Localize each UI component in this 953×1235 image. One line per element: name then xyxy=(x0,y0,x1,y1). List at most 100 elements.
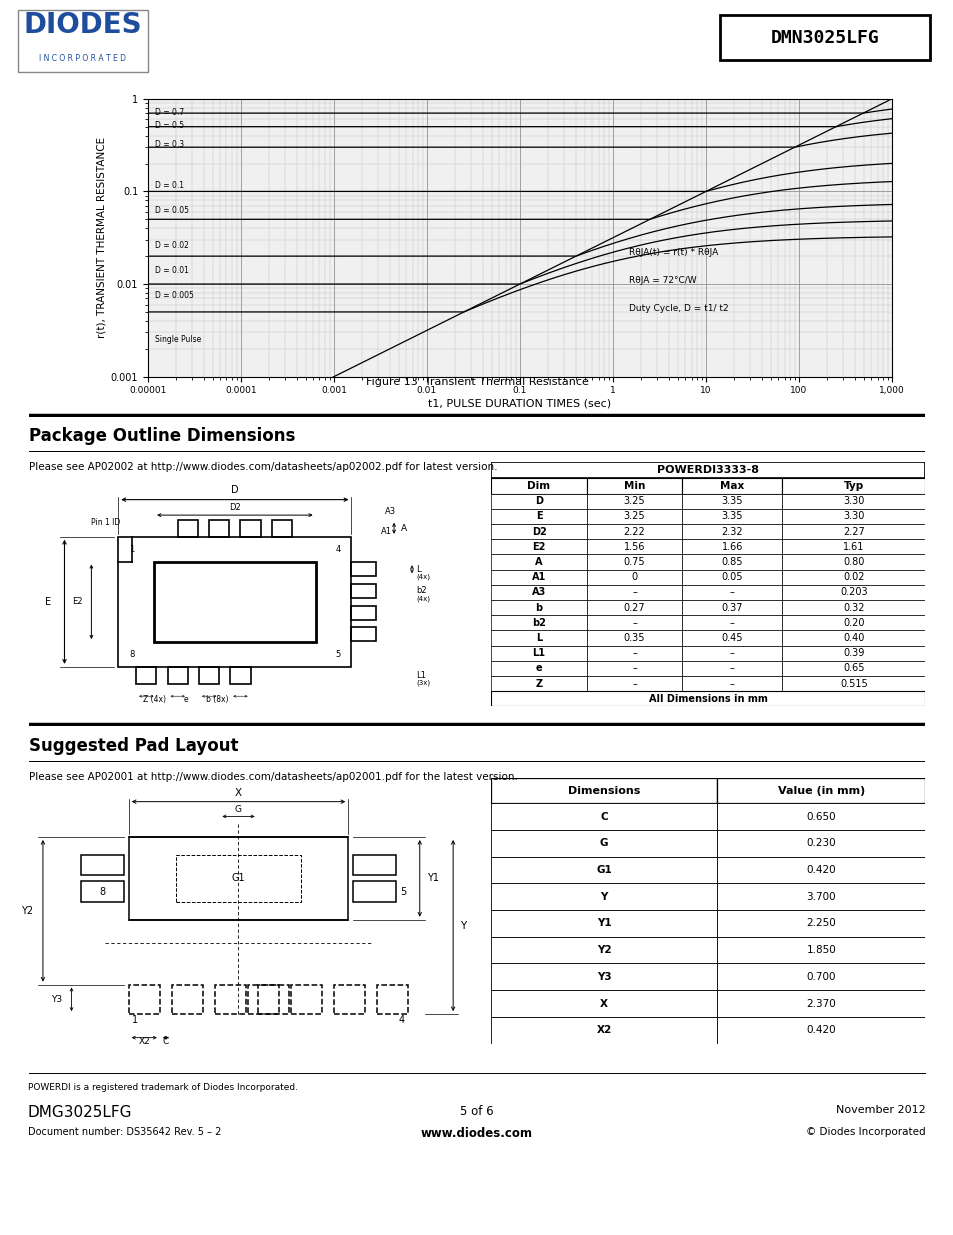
Text: E: E xyxy=(45,597,51,606)
Bar xyxy=(81,855,124,876)
Bar xyxy=(586,540,681,555)
Text: Y3: Y3 xyxy=(597,972,611,982)
Text: –: – xyxy=(632,618,637,627)
Bar xyxy=(586,494,681,509)
Bar xyxy=(717,803,924,830)
Text: A: A xyxy=(535,557,542,567)
Text: 0.75: 0.75 xyxy=(623,557,644,567)
Bar xyxy=(681,569,781,585)
Text: Please see AP02002 at http://www.diodes.com/datasheets/ap02002.pdf for latest ve: Please see AP02002 at http://www.diodes.… xyxy=(29,462,497,472)
Bar xyxy=(491,778,717,803)
Bar xyxy=(681,615,781,630)
Text: 3.30: 3.30 xyxy=(842,496,863,506)
Bar xyxy=(491,661,586,676)
Bar xyxy=(376,984,408,1014)
Bar xyxy=(681,585,781,600)
Text: Dimensions: Dimensions xyxy=(567,785,639,795)
Bar xyxy=(491,540,586,555)
Text: 3.35: 3.35 xyxy=(720,511,742,521)
Text: DMN3025LFG: DMN3025LFG xyxy=(770,30,879,47)
Text: 1: 1 xyxy=(132,1015,137,1025)
Text: D = 0.05: D = 0.05 xyxy=(155,206,189,215)
Bar xyxy=(136,667,156,684)
Bar xyxy=(586,600,681,615)
Bar xyxy=(118,537,351,667)
Bar xyxy=(129,837,348,920)
Bar xyxy=(491,883,717,910)
Text: 1.56: 1.56 xyxy=(623,542,644,552)
Text: 1.61: 1.61 xyxy=(842,542,863,552)
Text: E: E xyxy=(536,511,542,521)
Text: 2.370: 2.370 xyxy=(805,999,835,1009)
Bar xyxy=(781,630,924,646)
Text: 0.420: 0.420 xyxy=(805,1025,835,1035)
Text: G: G xyxy=(599,839,608,848)
Text: © Diodes Incorporated: © Diodes Incorporated xyxy=(805,1128,925,1137)
Text: 5: 5 xyxy=(399,887,406,897)
Text: Z (4x): Z (4x) xyxy=(143,695,166,704)
Text: POWERDI3333-8: POWERDI3333-8 xyxy=(657,464,759,474)
Bar xyxy=(586,569,681,585)
Bar xyxy=(717,883,924,910)
Bar xyxy=(717,990,924,1016)
Text: –: – xyxy=(632,663,637,673)
Text: –: – xyxy=(729,663,734,673)
Text: (4x): (4x) xyxy=(416,595,430,601)
Text: e: e xyxy=(183,695,188,704)
Bar xyxy=(586,585,681,600)
Text: e: e xyxy=(536,663,542,673)
Bar xyxy=(681,661,781,676)
Text: b: b xyxy=(535,603,542,613)
Bar xyxy=(781,509,924,524)
Text: 0.32: 0.32 xyxy=(842,603,863,613)
Bar xyxy=(491,1016,717,1044)
Text: –: – xyxy=(729,648,734,658)
Bar xyxy=(491,857,717,883)
Text: Value (in mm): Value (in mm) xyxy=(777,785,864,795)
Text: 8: 8 xyxy=(99,887,106,897)
Bar xyxy=(717,778,924,803)
Bar xyxy=(351,627,375,641)
Bar xyxy=(781,478,924,494)
Text: b (8x): b (8x) xyxy=(206,695,228,704)
Bar xyxy=(491,555,586,569)
Text: Typ: Typ xyxy=(842,480,863,490)
Bar xyxy=(154,562,315,642)
Text: 0.39: 0.39 xyxy=(842,648,863,658)
Text: 4: 4 xyxy=(335,545,340,553)
Text: A1: A1 xyxy=(380,526,391,536)
Bar xyxy=(781,524,924,540)
Text: D = 0.02: D = 0.02 xyxy=(155,241,189,251)
Bar xyxy=(781,661,924,676)
Text: (4x): (4x) xyxy=(416,573,430,580)
Text: Figure 13  Transient Thermal Resistance: Figure 13 Transient Thermal Resistance xyxy=(365,378,588,388)
Bar xyxy=(491,494,586,509)
Text: D2: D2 xyxy=(229,504,240,513)
Text: Max: Max xyxy=(720,480,743,490)
Bar xyxy=(351,605,375,620)
Bar xyxy=(586,509,681,524)
Bar xyxy=(491,830,717,857)
Bar xyxy=(491,676,586,692)
Text: Suggested Pad Layout: Suggested Pad Layout xyxy=(29,737,238,756)
Text: Duty Cycle, D = t1/ t2: Duty Cycle, D = t1/ t2 xyxy=(629,304,728,312)
Text: E2: E2 xyxy=(71,598,82,606)
Bar xyxy=(681,676,781,692)
Bar xyxy=(717,963,924,990)
Bar xyxy=(586,646,681,661)
Bar xyxy=(681,478,781,494)
Text: A3: A3 xyxy=(532,588,546,598)
Bar xyxy=(176,855,300,902)
Bar xyxy=(491,803,717,830)
Bar xyxy=(681,630,781,646)
Text: 0.650: 0.650 xyxy=(805,811,835,821)
Bar xyxy=(586,555,681,569)
Bar xyxy=(491,937,717,963)
Bar xyxy=(291,984,322,1014)
Text: 0.45: 0.45 xyxy=(720,634,742,643)
Text: L1: L1 xyxy=(532,648,545,658)
Text: Z: Z xyxy=(535,678,542,689)
Bar xyxy=(248,984,278,1014)
Text: G1: G1 xyxy=(232,873,245,883)
Bar xyxy=(781,615,924,630)
